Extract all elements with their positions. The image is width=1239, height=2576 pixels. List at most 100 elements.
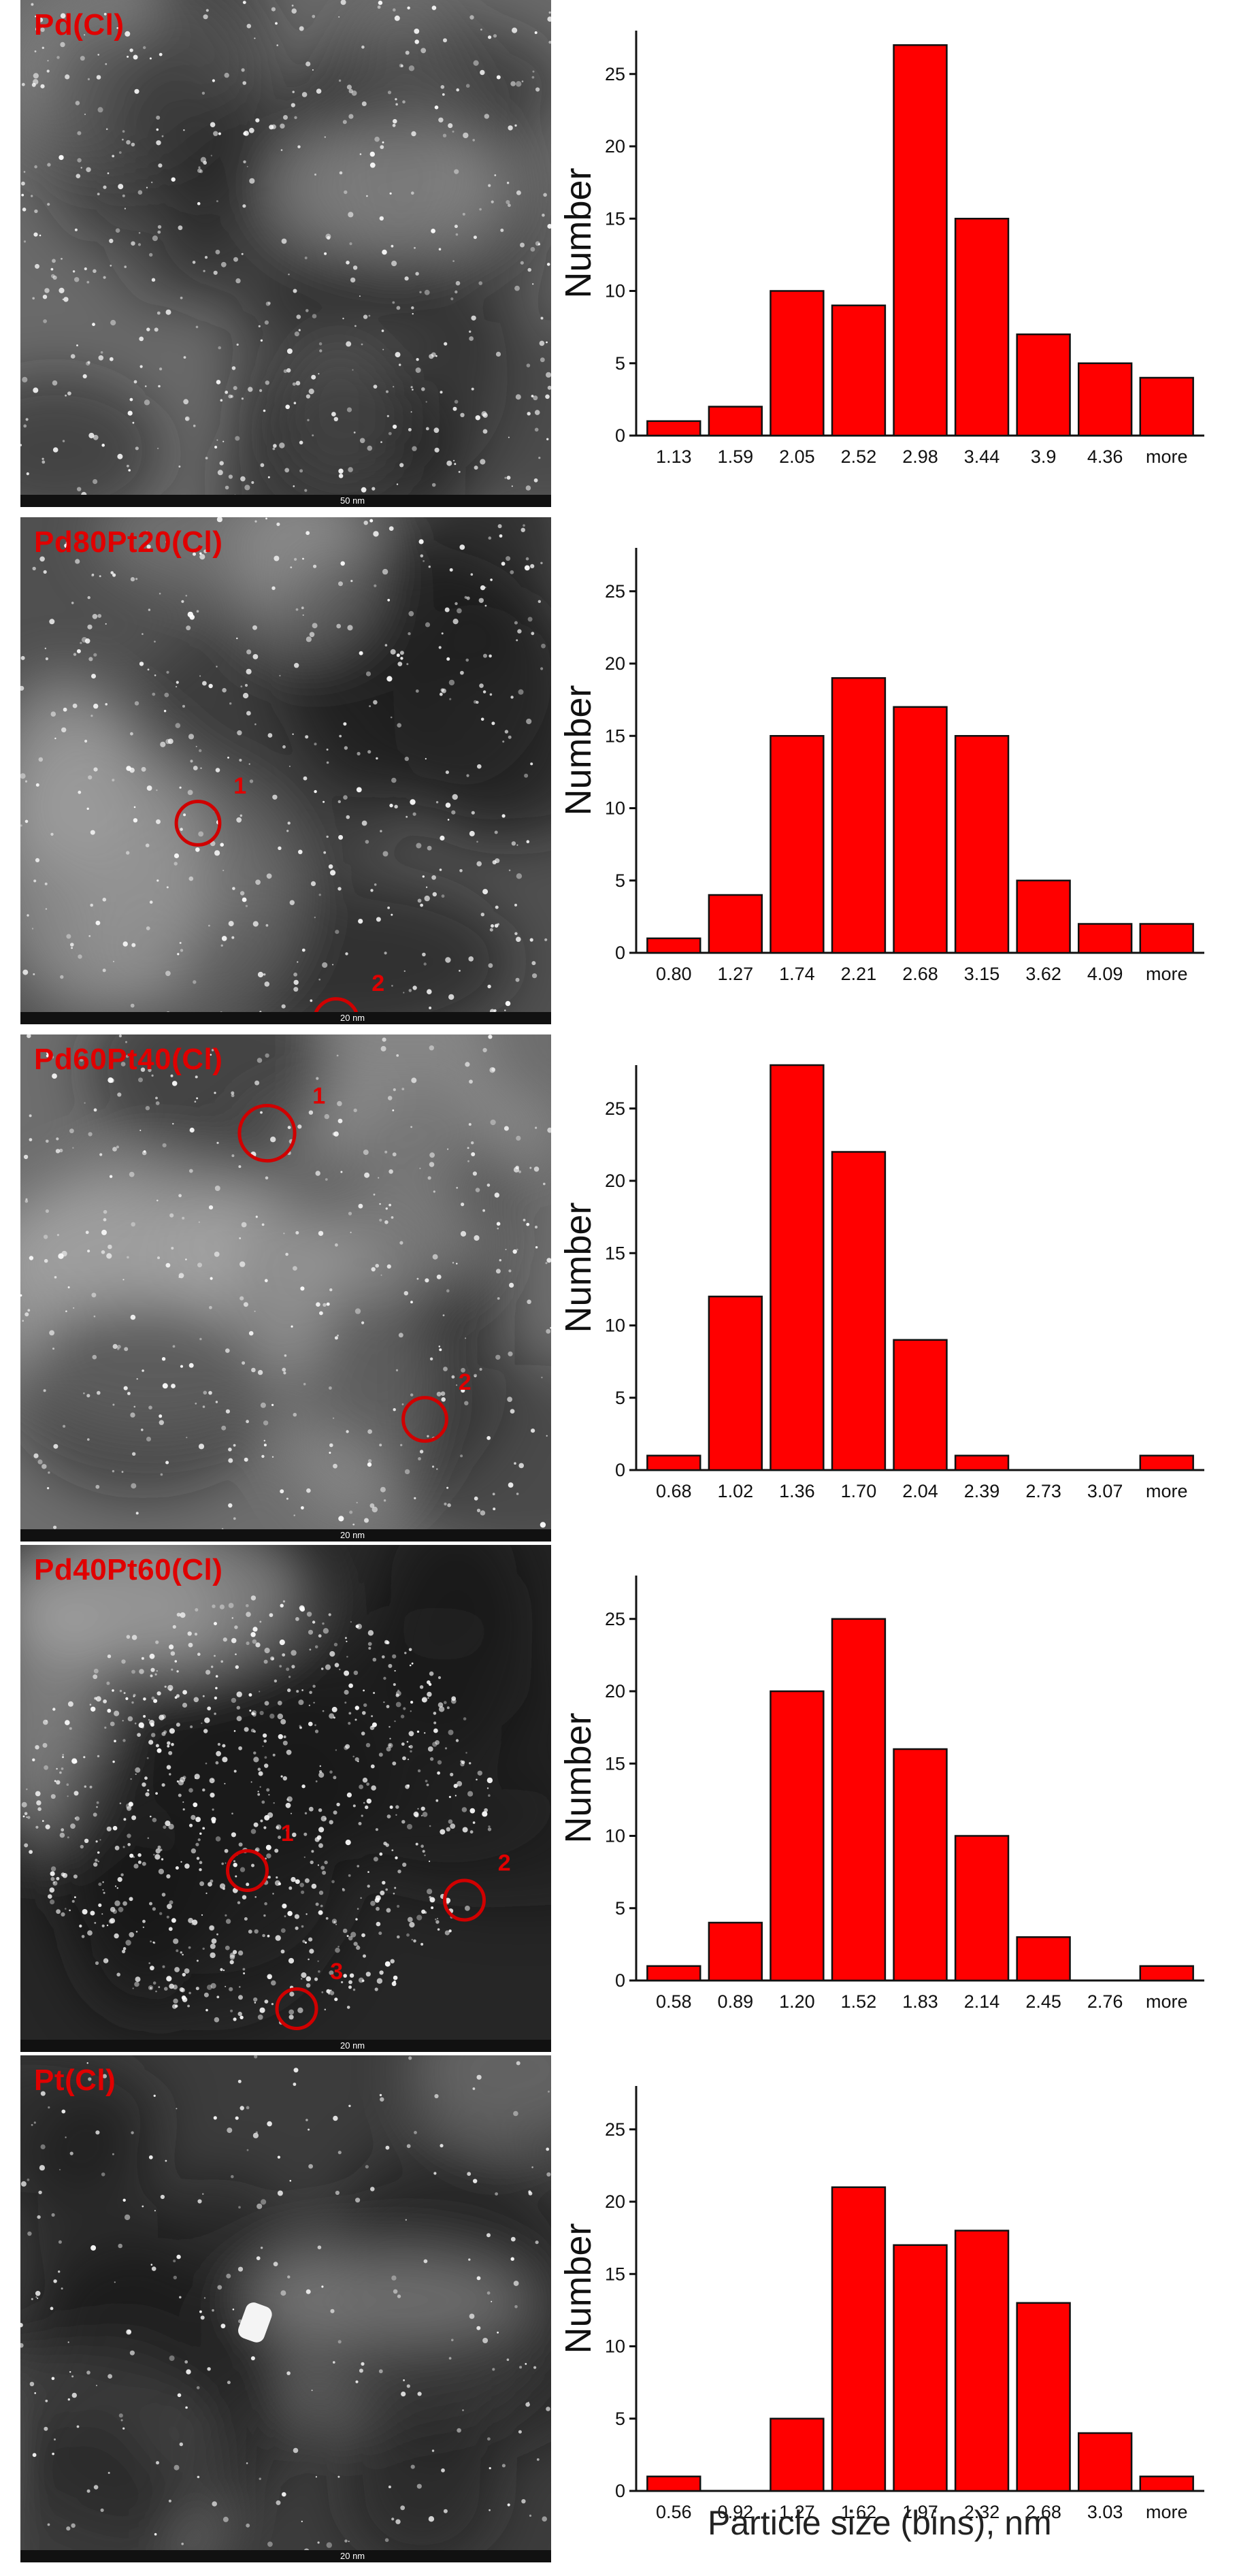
x-tick-label: 2.04 bbox=[902, 1481, 938, 1501]
scale-bar-label: 20 nm bbox=[340, 2551, 365, 2561]
stem-micrograph: Pd(Cl) 50 nm bbox=[20, 0, 551, 507]
x-tick-label: 1.27 bbox=[779, 2502, 815, 2522]
histogram-svg: Number 0 5 10 15 20 25 0.68 1.02 1.36 1.70 2.04 2.39… bbox=[558, 1064, 1204, 1501]
particle-marker-circle bbox=[174, 800, 222, 847]
histogram-bar bbox=[831, 1151, 887, 1471]
x-tick-label: more bbox=[1146, 1991, 1188, 2012]
particle-marker-label: 2 bbox=[498, 1851, 511, 1876]
histogram-bar bbox=[1077, 923, 1133, 954]
histogram-bar bbox=[831, 2186, 887, 2492]
particle-size-histogram: Number 0 5 10 15 20 25 1.13 1.59 2.05 2.52 2.98 3.44… bbox=[558, 0, 1238, 517]
panel-row: Pt(Cl) 20 nm Number 0 5 10 15 20 25 0.56 0.92 1.27 1… bbox=[0, 2055, 1239, 2573]
histogram-svg: Number 0 5 10 15 20 25 1.13 1.59 2.05 2.52 2.98 3.44… bbox=[558, 31, 1204, 467]
x-tick-label: 3.03 bbox=[1087, 2502, 1123, 2522]
y-tick-label: 15 bbox=[605, 1243, 625, 1263]
histogram-bar bbox=[954, 1454, 1010, 1471]
x-tick-label: 0.56 bbox=[656, 2502, 692, 2522]
y-tick-label: 15 bbox=[605, 208, 625, 229]
x-tick-label: 1.70 bbox=[841, 1481, 877, 1501]
particle-marker-label: 3 bbox=[330, 1959, 343, 1985]
micrograph-image: 12 bbox=[20, 1034, 551, 1542]
histogram-bar bbox=[708, 894, 763, 954]
histogram-bar bbox=[831, 677, 887, 954]
x-tick-label: 2.98 bbox=[902, 446, 938, 467]
y-tick-label: 20 bbox=[605, 653, 625, 674]
histogram-bar bbox=[893, 706, 948, 954]
micrograph-image: 1 2 3 bbox=[20, 1545, 551, 2052]
histogram-bar bbox=[1139, 923, 1194, 954]
histogram-bar bbox=[831, 1618, 887, 1982]
y-tick-label: 5 bbox=[615, 2409, 625, 2429]
y-tick-label: 20 bbox=[605, 136, 625, 157]
panel-row: 1 2 Pd60Pt40(Cl) 20 nm Number 0 5 10 15 20 25 0.68 1… bbox=[0, 1034, 1239, 1552]
histogram-bar bbox=[646, 937, 701, 954]
histogram-bar bbox=[646, 420, 701, 437]
sample-label: Pd(Cl) bbox=[34, 8, 125, 42]
panel-row: 1 2 Pd80Pt20(Cl) 20 nm Number 0 5 10 15 20 25 0.80 1… bbox=[0, 517, 1239, 1034]
histogram-bar bbox=[831, 304, 887, 437]
x-tick-label: 0.68 bbox=[656, 1481, 692, 1501]
histogram-bar bbox=[646, 1965, 701, 1982]
y-tick-label: 5 bbox=[615, 353, 625, 374]
y-tick-label: 0 bbox=[615, 943, 625, 963]
y-tick-label: 0 bbox=[615, 425, 625, 446]
x-tick-label: 4.36 bbox=[1087, 446, 1123, 467]
particle-size-histogram: Number 0 5 10 15 20 25 0.56 0.92 1.27 1.62 1.97 2.32… bbox=[558, 2055, 1238, 2573]
y-axis-label: Number bbox=[558, 1202, 599, 1333]
y-tick-label: 25 bbox=[605, 1098, 625, 1119]
histogram-bar bbox=[1077, 362, 1133, 437]
stem-micrograph: 1 2 Pd60Pt40(Cl) 20 nm bbox=[20, 1034, 551, 1542]
x-tick-label: 1.97 bbox=[902, 2502, 938, 2522]
histogram-bar bbox=[893, 1748, 948, 1982]
particle-size-histogram: Number 0 5 10 15 20 25 0.68 1.02 1.36 1.70 2.04 2.39… bbox=[558, 1034, 1238, 1552]
particle-marker-label: 1 bbox=[312, 1083, 325, 1109]
particle-marker-label: 2 bbox=[371, 971, 384, 996]
y-tick-label: 0 bbox=[615, 1460, 625, 1480]
particle-marker-label: 1 bbox=[233, 773, 246, 799]
x-tick-label: 2.05 bbox=[779, 446, 815, 467]
histogram-bar bbox=[770, 2417, 825, 2492]
histogram-bar bbox=[770, 735, 825, 954]
micrograph-image bbox=[20, 2055, 551, 2562]
histogram-bar bbox=[1139, 2475, 1194, 2492]
y-tick-label: 10 bbox=[605, 1316, 625, 1336]
micrograph-image bbox=[20, 0, 551, 507]
x-tick-label: 0.89 bbox=[718, 1991, 754, 2012]
histogram-bar bbox=[770, 290, 825, 437]
histogram-bar bbox=[1139, 376, 1194, 437]
stem-micrograph: 1 2 Pd80Pt20(Cl) 20 nm bbox=[20, 517, 551, 1024]
x-tick-label: 1.52 bbox=[841, 1991, 877, 2012]
x-tick-label: 1.36 bbox=[779, 1481, 815, 1501]
x-tick-label: more bbox=[1146, 964, 1188, 984]
x-tick-label: 3.15 bbox=[964, 964, 1000, 984]
x-tick-label: 3.9 bbox=[1031, 446, 1057, 467]
y-tick-label: 10 bbox=[605, 281, 625, 301]
scale-bar-label: 20 nm bbox=[340, 1530, 365, 1540]
sample-label: Pd40Pt60(Cl) bbox=[34, 1553, 223, 1586]
scale-bar-strip bbox=[20, 1529, 551, 1542]
y-tick-label: 5 bbox=[615, 1898, 625, 1919]
x-axis-label: Particle size (bins), nm bbox=[708, 2504, 1052, 2542]
scale-bar-strip bbox=[20, 495, 551, 507]
scale-bar-label: 20 nm bbox=[340, 2040, 365, 2051]
histogram-bar bbox=[1077, 2432, 1133, 2492]
particle-marker-circle bbox=[237, 1103, 297, 1163]
stem-micrograph: Pt(Cl) 20 nm bbox=[20, 2055, 551, 2562]
y-axis-label: Number bbox=[558, 1712, 599, 1843]
x-tick-label: 3.44 bbox=[964, 446, 1000, 467]
x-tick-label: 2.21 bbox=[841, 964, 877, 984]
x-tick-label: 2.52 bbox=[841, 446, 877, 467]
histogram-bar bbox=[893, 44, 948, 437]
x-tick-label: 0.92 bbox=[718, 2502, 754, 2522]
x-tick-label: 2.14 bbox=[964, 1991, 1000, 2012]
y-axis-label: Number bbox=[558, 167, 599, 298]
particle-marker-label: 2 bbox=[459, 1369, 472, 1395]
x-tick-label: more bbox=[1146, 2502, 1188, 2522]
y-axis-label: Number bbox=[558, 2223, 599, 2353]
scale-bar-strip bbox=[20, 1012, 551, 1024]
sample-label: Pt(Cl) bbox=[34, 2064, 116, 2097]
histogram-bar bbox=[1016, 333, 1071, 437]
histogram-bar bbox=[893, 1339, 948, 1471]
x-tick-label: 2.45 bbox=[1025, 1991, 1061, 2012]
x-tick-label: 1.83 bbox=[902, 1991, 938, 2012]
